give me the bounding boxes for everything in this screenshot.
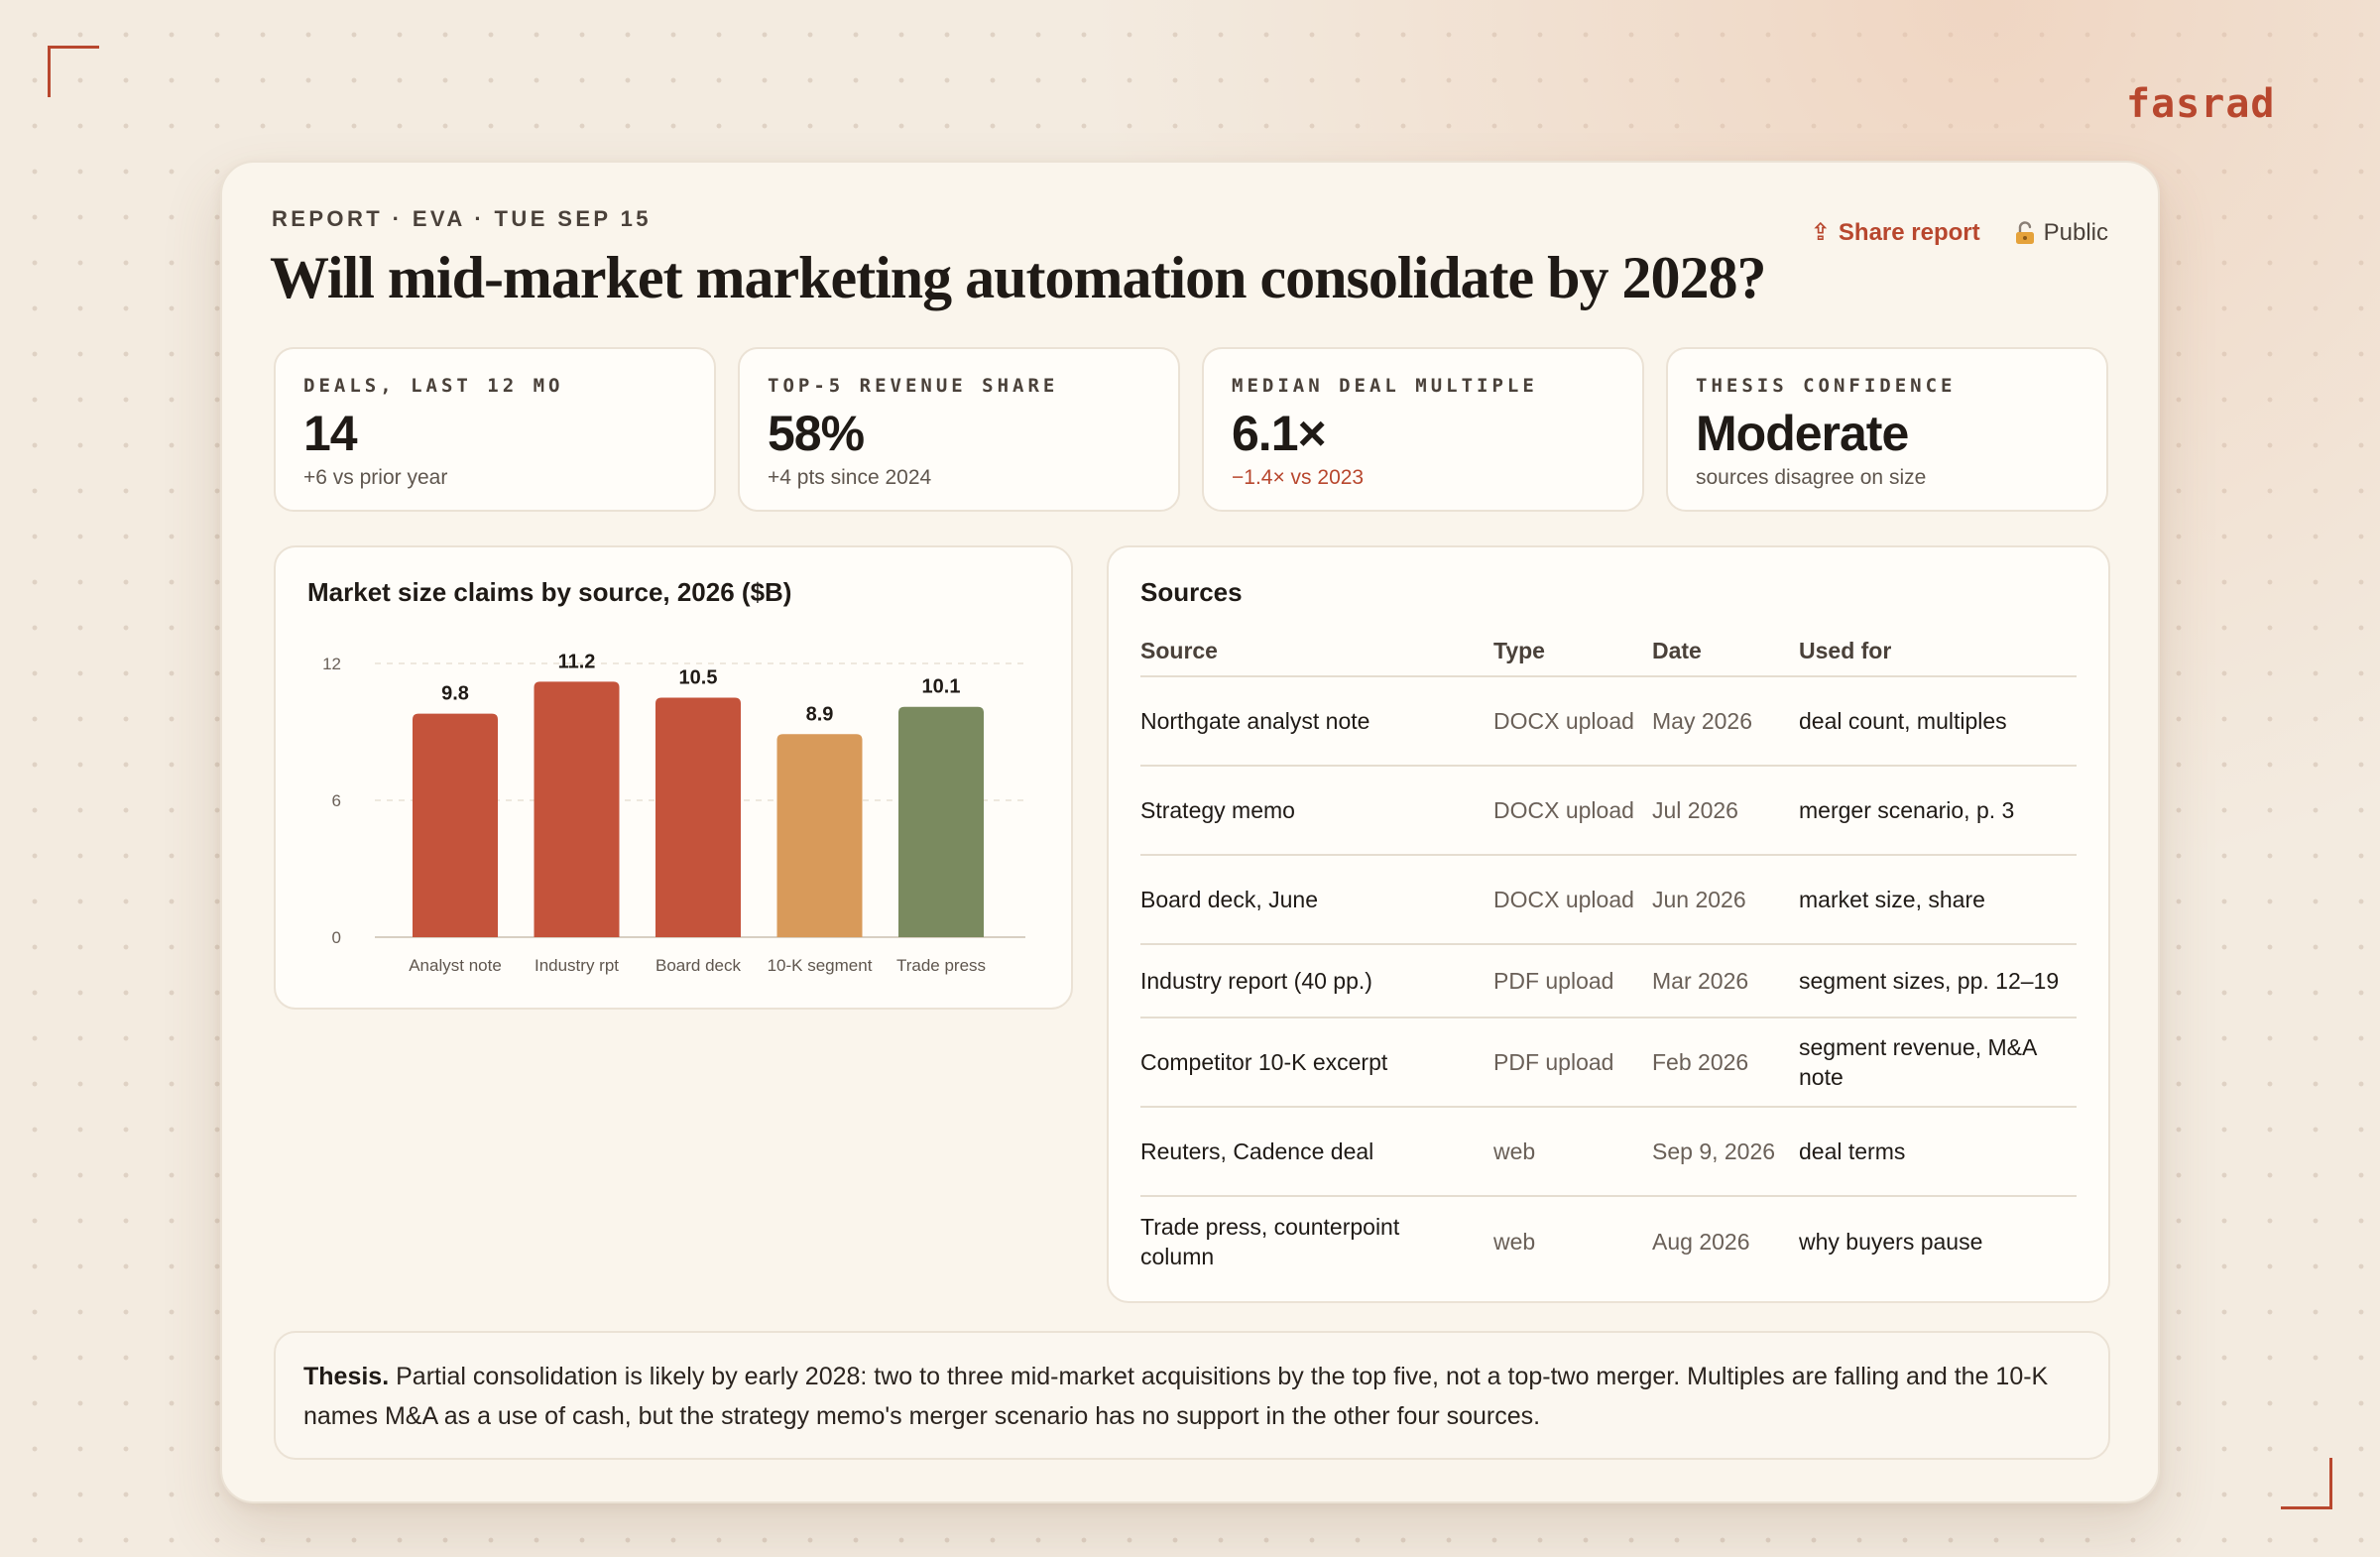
kpi-value: Moderate — [1696, 406, 1909, 461]
type-cell: web — [1493, 1107, 1652, 1197]
share-report-button[interactable]: ⇪ Share report — [1811, 218, 1980, 247]
type-cell: DOCX upload — [1493, 766, 1652, 856]
date-cell: Mar 2026 — [1652, 944, 1799, 1018]
data-label: 11.2 — [558, 651, 596, 672]
column-header-date: Date — [1652, 627, 1799, 677]
bar — [776, 734, 863, 937]
market-size-chart-panel: Market size claims by source, 2026 ($B) … — [274, 545, 1073, 1010]
unlocked-padlock-icon — [2015, 220, 2034, 244]
data-label: 10.1 — [922, 676, 961, 698]
source-cell: Reuters, Cadence deal — [1140, 1107, 1493, 1197]
kpi-card-confidence: Thesis confidence Moderate sources disag… — [1666, 347, 2108, 512]
visibility-status[interactable]: Public — [2014, 219, 2108, 247]
used-for-cell: merger scenario, p. 3 — [1799, 766, 2077, 856]
kpi-label: Median deal multiple — [1232, 375, 1538, 397]
date-cell: May 2026 — [1652, 676, 1799, 767]
kpi-label: Thesis confidence — [1696, 375, 1957, 397]
kpi-row: Deals, last 12 mo 14 +6 vs prior year To… — [274, 347, 2108, 512]
table-row[interactable]: Trade press, counterpoint column web Aug 2… — [1140, 1196, 2077, 1285]
kpi-label: Top-5 revenue share — [768, 375, 1059, 397]
bar — [413, 713, 498, 937]
share-report-label: Share report — [1838, 218, 1980, 246]
bar — [534, 681, 620, 937]
sources-title: Sources — [1140, 577, 1243, 607]
kpi-value: 58% — [768, 406, 865, 461]
type-cell: PDF upload — [1493, 1018, 1652, 1108]
kpi-delta: +6 vs prior year — [303, 466, 448, 489]
y-tick-label: 0 — [332, 928, 341, 947]
kpi-card-revenue-share: Top-5 revenue share 58% +4 pts since 202… — [738, 347, 1180, 512]
sources-panel: Sources Source Type Date Used for Northg… — [1107, 545, 2110, 1303]
report-kicker: REPORT · EVA · TUE SEP 15 — [272, 206, 652, 231]
kpi-label: Deals, last 12 mo — [303, 375, 564, 397]
used-for-cell: segment sizes, pp. 12–19 — [1799, 944, 2077, 1018]
table-row[interactable]: Board deck, June DOCX upload Jun 2026 marke… — [1140, 855, 2077, 945]
kpi-card-deal-multiple: Median deal multiple 6.1× −1.4× vs 2023 — [1202, 347, 1644, 512]
kpi-delta: −1.4× vs 2023 — [1232, 466, 1365, 489]
thesis-text: Partial consolidation is likely by early… — [303, 1363, 2049, 1430]
data-label: 10.5 — [679, 667, 718, 689]
source-cell: Industry report (40 pp.) — [1140, 944, 1493, 1018]
bar — [898, 706, 984, 937]
data-label: 9.8 — [441, 683, 469, 705]
type-cell: web — [1493, 1228, 1536, 1255]
x-tick-label: Analyst note — [409, 956, 502, 975]
thesis-callout: Thesis. Partial consolidation is likely … — [274, 1331, 2110, 1460]
date-cell: Aug 2026 — [1652, 1228, 1750, 1255]
table-row[interactable]: Strategy memo DOCX upload Jul 2026 merger s… — [1140, 766, 2077, 856]
table-row[interactable]: Industry report (40 pp.) PDF upload Mar 20… — [1140, 944, 2077, 1018]
page-title: Will mid-market marketing automation con… — [270, 245, 1767, 310]
x-tick-label: 10-K segment — [768, 956, 873, 975]
kpi-value: 6.1× — [1232, 406, 1327, 461]
table-row[interactable]: Northgate analyst note DOCX upload May 202… — [1140, 676, 2077, 767]
thesis-lead: Thesis. — [303, 1363, 390, 1390]
used-for-cell: deal count, multiples — [1799, 676, 2077, 767]
y-tick-label: 12 — [322, 655, 341, 673]
share-icon: ⇪ — [1810, 219, 1831, 246]
x-tick-label: Trade press — [896, 956, 986, 975]
date-cell: Feb 2026 — [1652, 1018, 1799, 1108]
corner-mark-top-left — [48, 46, 99, 97]
report-actions: ⇪ Share report Public — [1811, 218, 2108, 247]
chart-title: Market size claims by source, 2026 ($B) — [307, 577, 792, 607]
table-row[interactable]: Competitor 10-K excerpt PDF upload Feb 202… — [1140, 1018, 2077, 1108]
source-cell: Trade press, counterpoint column — [1140, 1213, 1400, 1269]
type-cell: PDF upload — [1493, 944, 1652, 1018]
report-card: REPORT · EVA · TUE SEP 15 Will mid-marke… — [220, 161, 2160, 1503]
corner-mark-bottom-right — [2281, 1458, 2332, 1509]
type-cell: DOCX upload — [1493, 855, 1652, 945]
x-tick-label: Industry rpt — [535, 956, 619, 975]
source-cell: Board deck, June — [1140, 855, 1493, 945]
date-cell: Jul 2026 — [1652, 766, 1799, 856]
type-cell: DOCX upload — [1493, 676, 1652, 767]
kpi-value: 14 — [303, 406, 358, 461]
kpi-card-deals: Deals, last 12 mo 14 +6 vs prior year — [274, 347, 716, 512]
brand-logo[interactable]: fasrad — [2126, 81, 2276, 127]
visibility-label: Public — [2043, 218, 2108, 246]
market-size-bar-chart: 0 6 12 9.8 Analyst note 11.2 Industry rpt 10.5 B… — [322, 651, 1025, 975]
table-header-row: Source Type Date Used for — [1140, 627, 2077, 677]
bar — [655, 697, 741, 937]
table-row[interactable]: Reuters, Cadence deal web Sep 9, 2026 deal … — [1140, 1107, 2077, 1197]
used-for-cell: why buyers pause — [1799, 1228, 1983, 1255]
source-cell: Northgate analyst note — [1140, 676, 1493, 767]
used-for-cell: market size, share — [1799, 855, 2077, 945]
y-tick-label: 6 — [332, 791, 341, 810]
sources-table: Source Type Date Used for Northgate anal… — [1140, 627, 2077, 1285]
date-cell: Jun 2026 — [1652, 855, 1799, 945]
used-for-cell: segment revenue, M&A note — [1799, 1018, 2077, 1108]
column-header-source: Source — [1140, 627, 1493, 677]
date-cell: Sep 9, 2026 — [1652, 1107, 1799, 1197]
source-cell: Strategy memo — [1140, 766, 1493, 856]
data-label: 8.9 — [806, 703, 834, 725]
kpi-note: sources disagree on size — [1696, 466, 1927, 489]
column-header-used-for: Used for — [1799, 627, 2077, 677]
x-tick-label: Board deck — [655, 956, 741, 975]
used-for-cell: deal terms — [1799, 1107, 2077, 1197]
column-header-type: Type — [1493, 627, 1652, 677]
kpi-delta: +4 pts since 2024 — [768, 466, 932, 489]
source-cell: Competitor 10-K excerpt — [1140, 1018, 1493, 1108]
